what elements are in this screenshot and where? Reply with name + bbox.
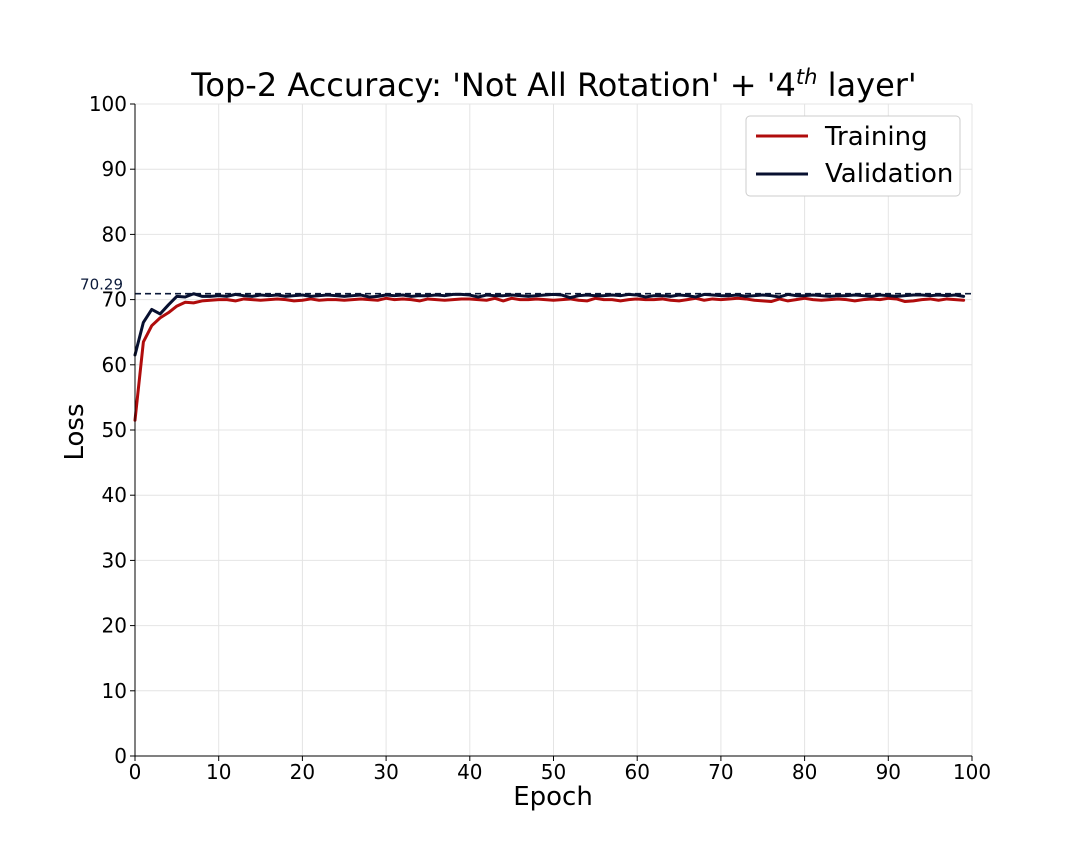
y-tick-label: 70 [102, 288, 127, 312]
chart-title: Top-2 Accuracy: 'Not All Rotation' + '4t… [190, 65, 916, 104]
x-tick-label: 100 [953, 760, 991, 784]
series-lines [133, 292, 966, 422]
title-tail: layer' [817, 66, 916, 104]
y-tick-label: 50 [102, 418, 127, 442]
x-tick-label: 70 [708, 760, 733, 784]
y-tick-label: 40 [102, 483, 127, 507]
x-tick-label: 0 [129, 760, 142, 784]
y-axis-label: Loss [60, 403, 90, 460]
series-line-validation [133, 292, 966, 357]
y-tick-label: 90 [102, 157, 127, 181]
reference-line-group: 70.29 [80, 276, 972, 295]
y-ticks: 0 10 20 30 40 50 60 70 80 90 100 [89, 92, 135, 768]
x-tick-label: 60 [624, 760, 649, 784]
x-tick-label: 10 [206, 760, 231, 784]
x-axis-label: Epoch [513, 782, 593, 812]
x-tick-label: 80 [792, 760, 817, 784]
legend: Training Validation [745, 115, 961, 197]
x-tick-label: 30 [373, 760, 398, 784]
series-line-training [133, 296, 966, 422]
y-tick-label: 20 [102, 614, 127, 638]
y-tick-label: 80 [102, 222, 127, 246]
y-tick-label: 10 [102, 679, 127, 703]
y-tick-label: 0 [114, 744, 127, 768]
grid [134, 103, 973, 757]
x-tick-label: 20 [290, 760, 315, 784]
x-ticks: 0 10 20 30 40 50 60 70 80 90 100 [129, 756, 991, 784]
x-tick-label: 90 [876, 760, 901, 784]
y-tick-label: 100 [89, 92, 127, 116]
x-tick-label: 50 [541, 760, 566, 784]
legend-label-validation: Validation [825, 159, 953, 189]
reference-line-label: 70.29 [80, 276, 123, 294]
title-superscript: th [796, 65, 818, 89]
legend-label-training: Training [824, 122, 928, 152]
y-tick-label: 60 [102, 353, 127, 377]
title-main: Top-2 Accuracy: 'Not All Rotation' + '4 [190, 66, 796, 104]
x-tick-label: 40 [457, 760, 482, 784]
y-tick-label: 30 [102, 548, 127, 572]
